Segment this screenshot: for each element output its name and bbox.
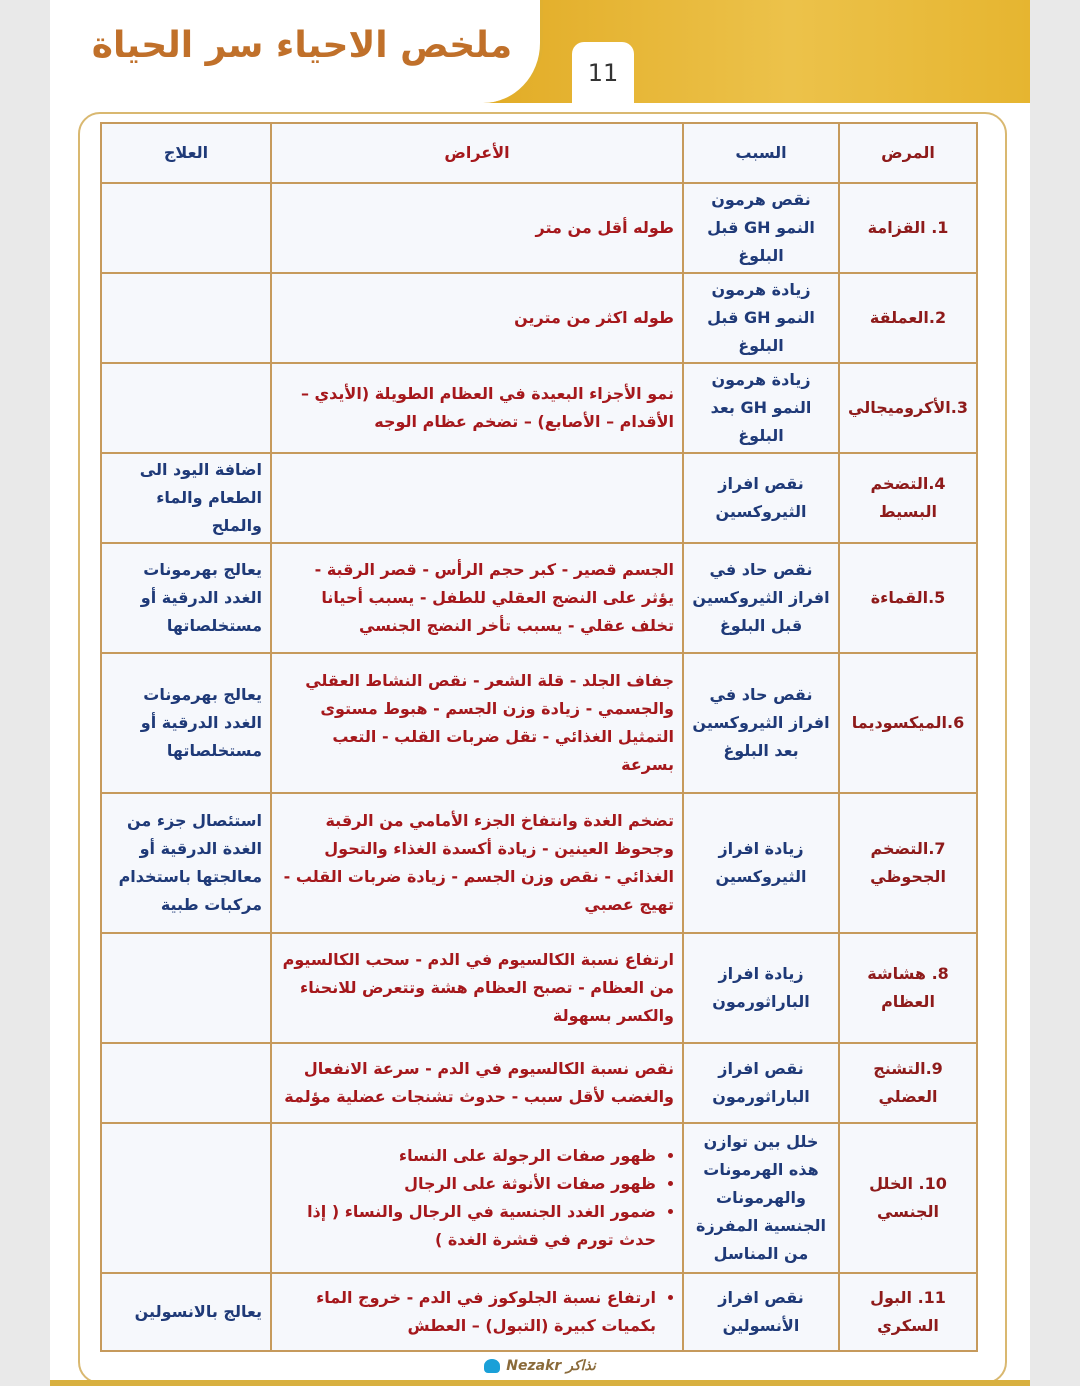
bottom-divider [50,1380,1030,1386]
treatment-cell: استئصال جزء من الغدة الدرقية أو معالجتها… [100,792,272,934]
table-row: 7.التضخم الجحوظي زيادة افراز الثيروكسين تض… [100,792,978,934]
disease-cell: 3.الأكروميجالي [838,362,978,454]
table-row: 8. هشاشة العظام زيادة افراز الباراثورمون ا… [100,932,978,1044]
treatment-cell: يعالج بهرمونات الغدد الدرقية أو مستخلصات… [100,542,272,654]
symptoms-cell [270,452,684,544]
cause-cell: خلل بين توازن هذه الهرمونات والهرمونات ا… [682,1122,840,1274]
symptoms-cell: ارتفاع نسبة الكالسيوم في الدم - سحب الكا… [270,932,684,1044]
symptoms-cell: نقص نسبة الكالسيوم في الدم - سرعة الانفع… [270,1042,684,1124]
table-row: 4.التضخم البسيط نقص افراز الثيروكسين اضافة… [100,452,978,544]
treatment-cell [100,1122,272,1274]
cause-cell: زيادة هرمون النمو GH بعد البلوغ [682,362,840,454]
disease-cell: 7.التضخم الجحوظي [838,792,978,934]
table-row: 9.التشنج العضلي نقص افراز الباراثورمون نقص… [100,1042,978,1124]
symptoms-cell: طوله اكثر من مترين [270,272,684,364]
disease-cell: 1. القزامة [838,182,978,274]
disease-cell: 8. هشاشة العظام [838,932,978,1044]
symptom-item: ظهور صفات الرجولة على النساء [280,1142,656,1170]
disease-cell: 9.التشنج العضلي [838,1042,978,1124]
symptom-item: ضمور الغدد الجنسية في الرجال والنساء ( إ… [280,1198,656,1254]
table-row: 3.الأكروميجالي زيادة هرمون النمو GH بعد ا… [100,362,978,454]
treatment-cell [100,1042,272,1124]
symptoms-cell: جفاف الجلد - قلة الشعر - نقص النشاط العق… [270,652,684,794]
page-title: ملخص الاحياء سر الحياة [91,25,513,66]
symptom-item: ارتفاع نسبة الجلوكوز في الدم - خروج الما… [280,1284,656,1340]
cause-cell: نقص هرمون النمو GH قبل البلوغ [682,182,840,274]
table-row: 10. الخلل الجنسي خلل بين توازن هذه الهرمو… [100,1122,978,1274]
treatment-cell: يعالج بهرمونات الغدد الدرقية أو مستخلصات… [100,652,272,794]
nezakr-logo: Nezakr نذاكر [440,1356,640,1376]
page-number: 11 [572,42,634,104]
disease-cell: 6.الميكسوديما [838,652,978,794]
logo-text: Nezakr نذاكر [506,1358,596,1374]
column-header-cause: السبب [682,122,840,184]
symptoms-list: ارتفاع نسبة الجلوكوز في الدم - خروج الما… [280,1284,674,1340]
table-row: 2.العملقة زيادة هرمون النمو GH قبل البلوغ… [100,272,978,364]
treatment-cell: اضافة اليود الى الطعام والماء والملح [100,452,272,544]
disease-cell: 11. البول السكري [838,1272,978,1352]
treatment-cell: يعالج بالانسولين [100,1272,272,1352]
disease-cell: 10. الخلل الجنسي [838,1122,978,1274]
diseases-table: المرض السبب الأعراض العلاج 1. القزامة نقص… [100,122,978,1352]
symptoms-cell: الجسم قصير - كبر حجم الرأس - قصر الرقبة … [270,542,684,654]
table-row: 6.الميكسوديما نقص حاد في افراز الثيروكسين… [100,652,978,794]
disease-cell: 2.العملقة [838,272,978,364]
symptom-item: ظهور صفات الأنوثة على الرجال [280,1170,656,1198]
disease-cell: 5.القماءة [838,542,978,654]
cause-cell: نقص افراز الثيروكسين [682,452,840,544]
cause-cell: نقص حاد في افراز الثيروكسين قبل البلوغ [682,542,840,654]
symptoms-cell: تضخم الغدة وانتفاخ الجزء الأمامي من الرق… [270,792,684,934]
treatment-cell [100,362,272,454]
treatment-cell [100,932,272,1044]
symptoms-cell: ظهور صفات الرجولة على النساءظهور صفات ال… [270,1122,684,1274]
treatment-cell [100,182,272,274]
column-header-symptoms: الأعراض [270,122,684,184]
column-header-disease: المرض [838,122,978,184]
symptoms-cell: نمو الأجزاء البعيدة في العظام الطويلة (ا… [270,362,684,454]
cause-cell: زيادة هرمون النمو GH قبل البلوغ [682,272,840,364]
symptoms-cell: طوله أقل من متر [270,182,684,274]
cause-cell: زيادة افراز الثيروكسين [682,792,840,934]
table-row: 5.القماءة نقص حاد في افراز الثيروكسين قبل… [100,542,978,654]
banner-curve [430,0,543,103]
column-header-treatment: العلاج [100,122,272,184]
table-header-row: المرض السبب الأعراض العلاج [100,122,978,184]
table-row: 1. القزامة نقص هرمون النمو GH قبل البلوغ ط… [100,182,978,274]
cause-cell: نقص حاد في افراز الثيروكسين بعد البلوغ [682,652,840,794]
symptoms-list: ظهور صفات الرجولة على النساءظهور صفات ال… [280,1142,674,1254]
disease-cell: 4.التضخم البسيط [838,452,978,544]
symptoms-cell: ارتفاع نسبة الجلوكوز في الدم - خروج الما… [270,1272,684,1352]
cause-cell: نقص افراز الباراثورمون [682,1042,840,1124]
cause-cell: نقص افراز الأنسولين [682,1272,840,1352]
cause-cell: زيادة افراز الباراثورمون [682,932,840,1044]
graduate-icon [484,1359,501,1373]
treatment-cell [100,272,272,364]
